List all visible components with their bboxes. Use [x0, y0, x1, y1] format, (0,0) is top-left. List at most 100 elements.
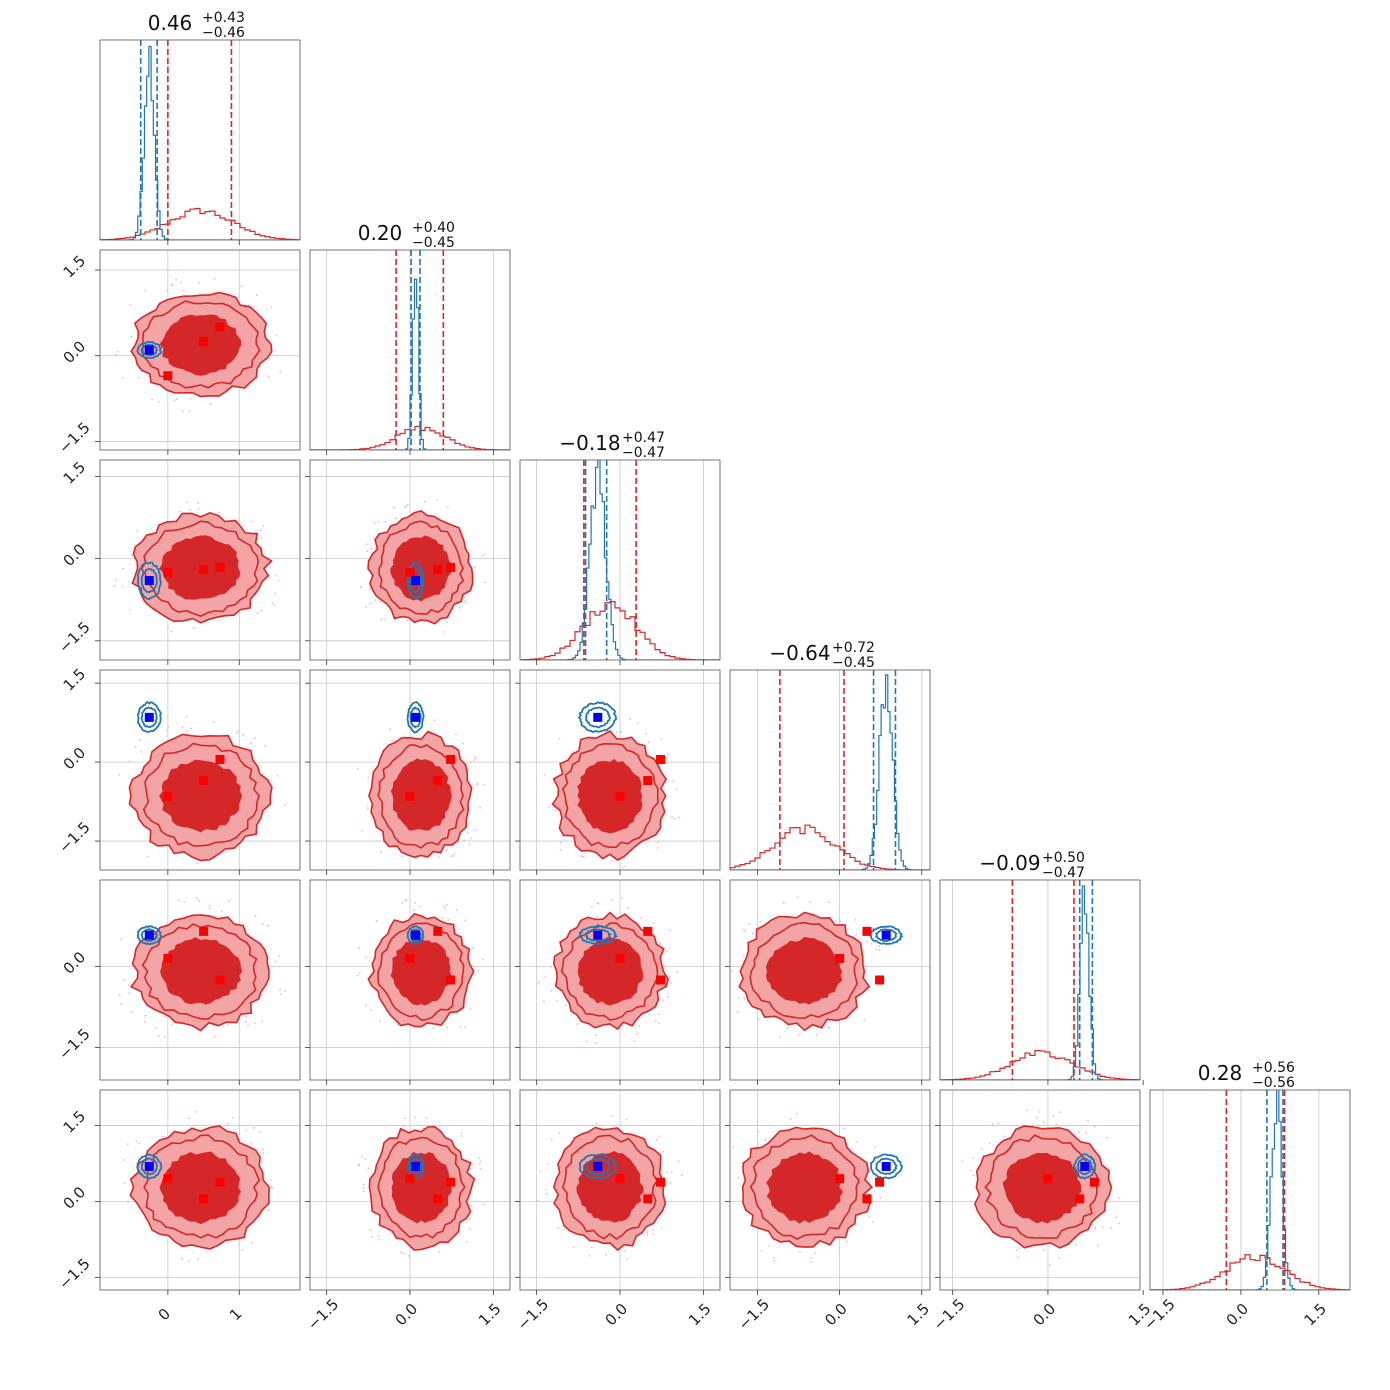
sample-point	[1043, 1249, 1046, 1251]
x-tick-label: −1.5	[1140, 1295, 1178, 1333]
x-tick-label: −1.5	[930, 1295, 968, 1333]
contour-blue-inner	[1076, 1157, 1093, 1176]
panel-content	[520, 1090, 720, 1290]
sample-point	[235, 732, 238, 735]
red-square-marker	[656, 754, 666, 764]
sample-point	[473, 759, 475, 761]
sample-point	[183, 290, 185, 292]
blue-square-marker	[593, 930, 603, 940]
sample-point	[465, 601, 468, 604]
sample-point	[181, 410, 184, 413]
sample-point	[666, 1171, 669, 1174]
sample-point	[275, 574, 278, 577]
sample-point	[648, 741, 650, 744]
sample-point	[264, 744, 267, 747]
y-tick-label: 0.0	[60, 1183, 90, 1213]
sample-point	[255, 530, 257, 533]
sample-point	[648, 1013, 651, 1016]
sample-point	[374, 547, 377, 549]
sample-point	[196, 862, 199, 865]
red-square-marker	[446, 1177, 456, 1187]
sample-point	[477, 969, 480, 972]
sample-point	[481, 555, 484, 557]
sample-point	[250, 520, 253, 523]
contour-blue-outer	[406, 701, 425, 734]
sample-point	[365, 543, 368, 546]
sample-point	[652, 922, 655, 924]
sample-point	[128, 580, 131, 583]
sample-point	[576, 1023, 579, 1026]
sample-point	[369, 1009, 372, 1011]
sample-point	[162, 1135, 164, 1138]
sample-point	[468, 843, 471, 845]
panel-content	[940, 880, 1140, 1080]
sample-point	[463, 839, 466, 842]
sample-point	[809, 901, 812, 904]
sample-point	[855, 933, 857, 936]
sample-point	[254, 915, 257, 917]
sample-point	[732, 1145, 735, 1148]
sample-point	[758, 1018, 760, 1021]
sample-point	[378, 600, 381, 603]
sample-point	[213, 721, 215, 723]
sample-point	[254, 1022, 256, 1025]
sample-point	[367, 776, 370, 779]
sample-point	[787, 1027, 790, 1030]
contour-blue-inner	[140, 1157, 159, 1176]
sample-point	[261, 1148, 264, 1150]
sample-point	[279, 988, 282, 991]
sample-point	[166, 289, 169, 292]
sample-point	[363, 1183, 365, 1186]
sample-point	[545, 1193, 548, 1195]
panel-content	[310, 670, 510, 870]
sample-point	[1118, 1197, 1121, 1199]
sample-point	[252, 305, 255, 308]
contour-blue-inner	[140, 568, 158, 594]
sample-point	[166, 626, 169, 629]
sample-point	[672, 780, 675, 783]
sample-point	[366, 550, 369, 553]
blue-square-marker	[593, 712, 603, 722]
sample-point	[248, 304, 250, 306]
sample-point	[814, 1252, 817, 1254]
sample-point	[139, 738, 142, 741]
blue-square-marker	[411, 576, 421, 586]
sample-point	[760, 1249, 763, 1252]
sample-point	[253, 1127, 255, 1129]
y-tick-label: 0.0	[60, 540, 90, 570]
panel-2-1	[305, 459, 511, 665]
contour-red-inner	[159, 1151, 242, 1225]
sample-point	[128, 608, 131, 611]
red-square-marker	[405, 791, 415, 801]
panel-content	[310, 250, 510, 450]
sample-point	[400, 1251, 402, 1254]
contour-blue-outer	[136, 1153, 163, 1180]
histogram-blue	[310, 278, 510, 450]
y-tick-label: −1.5	[55, 1255, 93, 1293]
sample-point	[170, 630, 172, 633]
sample-point	[259, 529, 262, 532]
panel-content	[310, 880, 510, 1080]
contour-blue-outer	[136, 925, 163, 946]
sample-point	[1025, 1109, 1028, 1112]
sample-point	[134, 746, 137, 748]
sample-point	[151, 398, 154, 401]
sample-point	[373, 521, 376, 524]
sample-point	[864, 964, 867, 967]
sample-point	[157, 1035, 160, 1037]
sample-point	[469, 1007, 472, 1010]
sample-point	[196, 897, 198, 900]
contour-red-mid	[377, 1136, 466, 1239]
sample-point	[247, 1024, 250, 1027]
sample-point	[764, 1138, 767, 1141]
sample-point	[680, 1174, 683, 1177]
sample-point	[580, 855, 583, 858]
contour-blue-outer	[136, 340, 163, 360]
sample-point	[621, 897, 624, 900]
panel-1-0: −1.5 0.0 1.5	[55, 249, 301, 457]
panel-frame	[729, 1089, 931, 1291]
sample-point	[403, 1125, 405, 1127]
sample-point	[164, 1015, 166, 1018]
sample-point	[1003, 1135, 1006, 1138]
sample-point	[764, 1140, 766, 1143]
